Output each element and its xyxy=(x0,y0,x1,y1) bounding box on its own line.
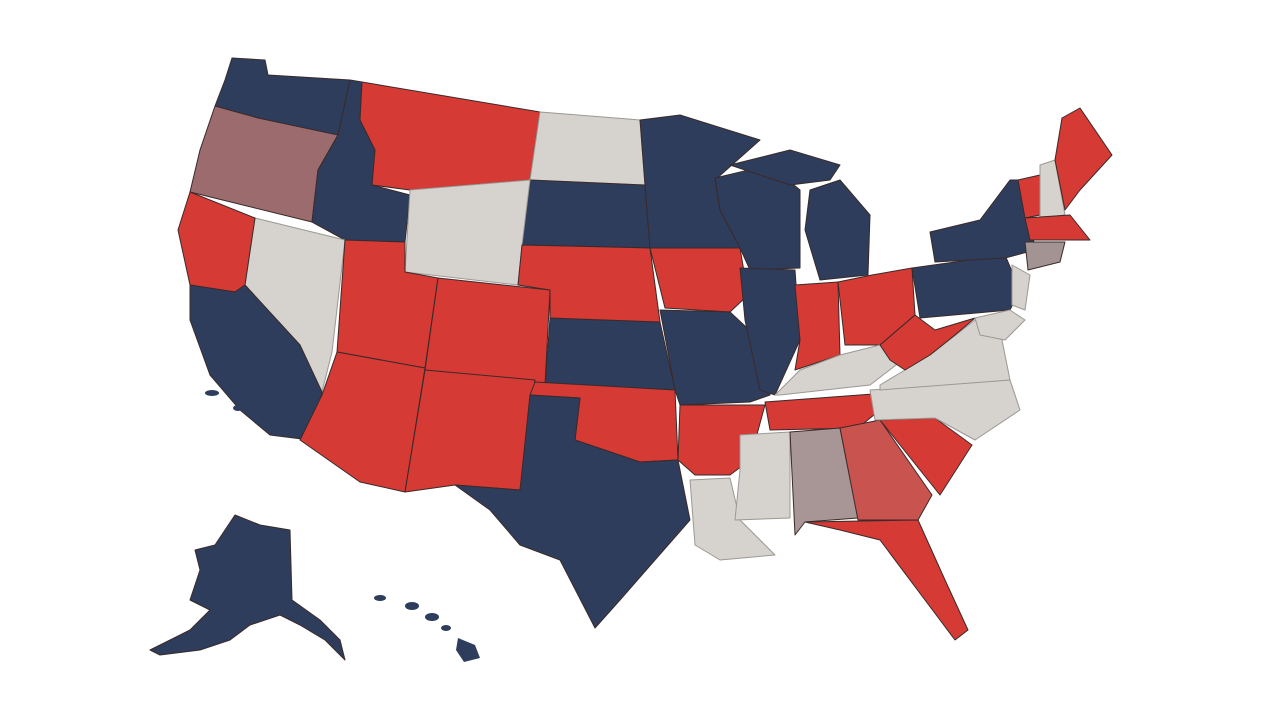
state xyxy=(359,81,541,191)
state xyxy=(659,309,771,406)
state xyxy=(454,394,691,629)
state xyxy=(839,419,933,521)
state xyxy=(521,179,651,249)
island xyxy=(405,602,419,610)
state xyxy=(911,254,1021,319)
state xyxy=(689,477,776,561)
state xyxy=(1011,264,1031,311)
state xyxy=(404,179,531,286)
state xyxy=(149,514,346,661)
states xyxy=(149,57,1113,661)
state xyxy=(734,431,791,521)
state xyxy=(529,111,646,186)
island xyxy=(205,390,219,396)
state xyxy=(424,277,551,386)
state xyxy=(879,314,976,371)
island xyxy=(374,595,386,601)
state xyxy=(1024,214,1091,241)
state xyxy=(804,519,969,641)
state xyxy=(544,317,676,391)
state xyxy=(299,351,426,493)
state xyxy=(649,247,749,313)
island xyxy=(425,613,439,621)
island xyxy=(441,625,451,631)
state xyxy=(929,179,1036,263)
state xyxy=(404,369,536,493)
islands xyxy=(205,390,480,662)
state xyxy=(1054,107,1113,211)
state xyxy=(794,281,841,371)
state xyxy=(789,427,859,536)
state xyxy=(729,149,841,186)
state xyxy=(1024,241,1066,271)
state xyxy=(177,191,256,293)
state xyxy=(974,309,1026,341)
island xyxy=(233,405,243,411)
state xyxy=(804,179,871,281)
island xyxy=(456,638,480,662)
